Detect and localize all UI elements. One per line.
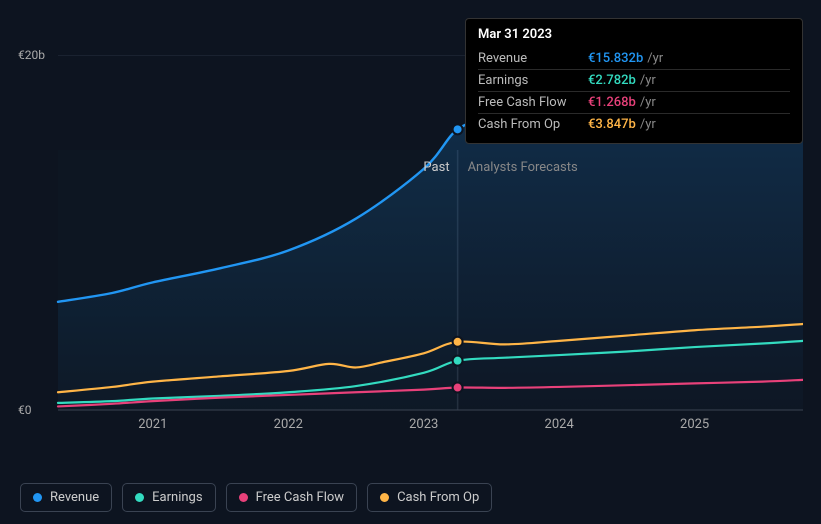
legend-label: Earnings — [152, 490, 202, 505]
section-label-past: Past — [423, 160, 449, 175]
legend-item[interactable]: Revenue — [20, 483, 112, 512]
tooltip-metric-label: Revenue — [478, 51, 588, 66]
legend-item[interactable]: Earnings — [122, 483, 215, 512]
tooltip-unit: /yr — [647, 51, 663, 66]
tooltip-metric-label: Earnings — [478, 73, 588, 88]
x-tick-label: 2023 — [409, 417, 438, 432]
x-tick-label: 2021 — [138, 417, 167, 432]
x-tick-label: 2024 — [545, 417, 574, 432]
legend-dot — [239, 493, 248, 502]
legend-label: Free Cash Flow — [256, 490, 344, 505]
tooltip-metric-value: €1.268b — [588, 95, 636, 110]
legend-label: Revenue — [50, 490, 99, 505]
tooltip-metric-label: Cash From Op — [478, 117, 588, 132]
legend-item[interactable]: Cash From Op — [367, 483, 492, 512]
tooltip-date: Mar 31 2023 — [478, 27, 790, 42]
legend-label: Cash From Op — [397, 490, 479, 505]
legend-dot — [380, 493, 389, 502]
tooltip-metric-value: €3.847b — [588, 117, 636, 132]
legend-dot — [135, 493, 144, 502]
section-label-future: Analysts Forecasts — [468, 160, 578, 175]
tooltip-unit: /yr — [640, 117, 656, 132]
y-tick-label: €20b — [18, 48, 45, 62]
hover-tooltip: Mar 31 2023 Revenue€15.832b/yrEarnings€2… — [465, 18, 803, 144]
tooltip-row: Cash From Op€3.847b/yr — [478, 114, 790, 135]
tooltip-unit: /yr — [640, 95, 656, 110]
tooltip-unit: /yr — [640, 73, 656, 88]
tooltip-row: Revenue€15.832b/yr — [478, 48, 790, 70]
legend-dot — [33, 493, 42, 502]
x-tick-label: 2022 — [274, 417, 303, 432]
tooltip-row: Free Cash Flow€1.268b/yr — [478, 92, 790, 114]
tooltip-metric-value: €15.832b — [588, 51, 643, 66]
legend-item[interactable]: Free Cash Flow — [226, 483, 357, 512]
tooltip-metric-value: €2.782b — [588, 73, 636, 88]
tooltip-metric-label: Free Cash Flow — [478, 95, 588, 110]
tooltip-row: Earnings€2.782b/yr — [478, 70, 790, 92]
chart-legend: Revenue Earnings Free Cash Flow Cash From O… — [20, 483, 492, 512]
y-tick-label: €0 — [18, 403, 32, 417]
x-tick-label: 2025 — [680, 417, 709, 432]
